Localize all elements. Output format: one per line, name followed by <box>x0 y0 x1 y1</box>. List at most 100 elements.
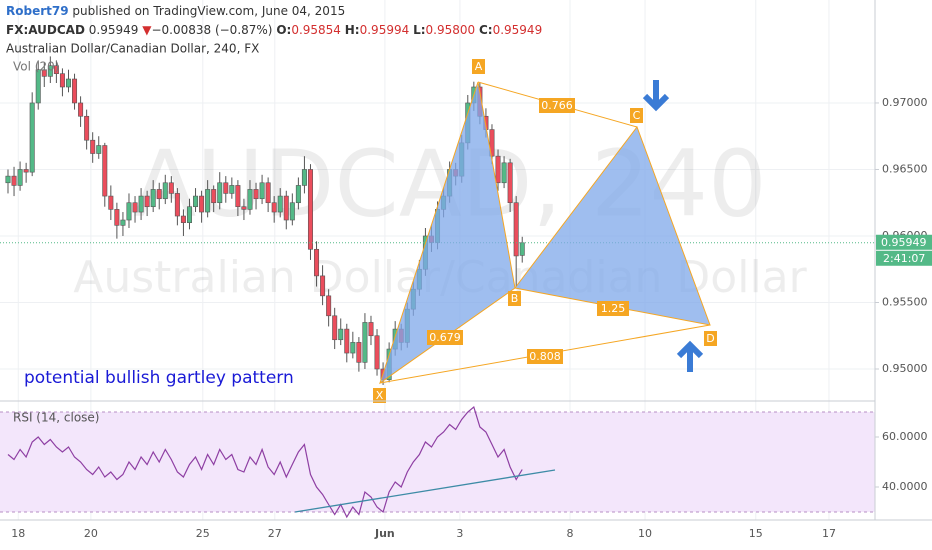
author: Robert79 <box>6 4 69 18</box>
x-tick-label: 10 <box>638 527 652 540</box>
candle-body <box>186 206 192 223</box>
point-label: B <box>511 292 519 305</box>
candle-body <box>84 115 90 141</box>
point-box <box>373 388 386 403</box>
x-tick-label: 8 <box>567 527 574 540</box>
x-tick-label: Jun <box>374 527 395 540</box>
x-tick-label: 20 <box>84 527 98 540</box>
point-box <box>704 331 717 346</box>
candle-body <box>338 328 344 341</box>
x-tick-label: 25 <box>196 527 210 540</box>
rsi-band-fill <box>0 412 875 512</box>
candle-body <box>253 189 259 200</box>
candle-body <box>205 189 211 213</box>
ratio-box <box>597 301 629 316</box>
candle-body <box>168 182 174 194</box>
countdown-tag <box>876 250 932 266</box>
ratio-label: 1.25 <box>601 302 626 315</box>
field-label: L: <box>413 23 425 37</box>
candle-body <box>241 206 247 210</box>
annotation: potential bullish gartley pattern <box>24 368 294 388</box>
candle-body <box>59 73 65 88</box>
candle-body <box>144 195 150 208</box>
point-label: D <box>706 332 714 345</box>
candle-body <box>374 335 380 370</box>
candle-body <box>53 65 59 74</box>
point-box <box>472 59 485 74</box>
price-tag-label: 0.95949 <box>881 236 927 249</box>
candle-body <box>271 202 277 213</box>
candle-body <box>301 169 307 186</box>
x-tick-label: 18 <box>11 527 25 540</box>
change-arrow: ▼ <box>142 23 152 37</box>
ratio-label: 0.808 <box>529 350 561 363</box>
candle-body <box>217 182 223 204</box>
candle-body <box>193 195 199 208</box>
candle-body <box>5 175 11 184</box>
field-label: H: <box>345 23 360 37</box>
candle-body <box>356 342 362 363</box>
ratio-box <box>527 349 563 364</box>
candle-body <box>65 78 71 88</box>
price-tag <box>876 234 932 250</box>
candle-body <box>132 202 138 213</box>
candle-body <box>289 202 295 221</box>
candle-body <box>72 78 78 104</box>
candle-body <box>29 102 35 173</box>
point-label: C <box>633 109 641 122</box>
x-tick-label: 27 <box>268 527 282 540</box>
candle-body <box>320 275 326 297</box>
candle-body <box>108 195 114 210</box>
point-box <box>630 108 643 123</box>
rsi-title: RSI (14, close) <box>13 411 99 425</box>
published: published on TradingView.com, June 04, 2… <box>72 4 345 18</box>
candle-body <box>495 155 501 184</box>
field-value: 0.95854 <box>291 23 341 37</box>
y-tick-label: 0.97000 <box>882 96 928 109</box>
point-label: X <box>376 389 384 402</box>
y-tick-label: 60.0000 <box>882 430 928 443</box>
candle-body <box>350 342 356 354</box>
rsi-trendline <box>294 469 556 513</box>
candle-body <box>150 189 156 208</box>
candle-body <box>138 195 144 213</box>
x-tick-label: 15 <box>749 527 763 540</box>
candle-body <box>307 169 313 250</box>
ratio-label: 0.766 <box>541 99 573 112</box>
candle-body <box>265 182 271 204</box>
candle-body <box>332 315 338 341</box>
candle-body <box>362 322 368 363</box>
symbol: FX:AUDCAD <box>6 23 85 37</box>
candle-body <box>259 182 265 200</box>
candle-body <box>47 65 53 77</box>
y-tick-label: 0.95500 <box>882 295 928 308</box>
candle-body <box>229 185 235 194</box>
field-label: C: <box>479 23 493 37</box>
gartley-pattern: A X B C D 0.766 0.679 0.808 1.25 <box>294 59 717 513</box>
candle-body <box>368 322 374 337</box>
candle-body <box>96 145 102 154</box>
candle-body <box>126 202 132 221</box>
chart-title: Australian Dollar/Canadian Dollar, 240, … <box>6 42 259 56</box>
down-arrow <box>642 80 670 112</box>
candle-body <box>17 169 23 186</box>
candle-body <box>277 195 283 213</box>
price: 0.95949 <box>89 23 139 37</box>
field-value: 0.95949 <box>493 23 543 37</box>
candle-body <box>235 185 241 208</box>
axes: 18202527Jun381015170.950000.955000.96000… <box>11 96 932 540</box>
header-line: Robert79 published on TradingView.com, J… <box>6 4 345 18</box>
point-box <box>508 291 521 306</box>
candle-body <box>120 219 126 226</box>
candle-body <box>314 248 320 277</box>
candle-body <box>41 69 47 77</box>
candle-body <box>501 162 507 184</box>
x-tick-label: 3 <box>456 527 463 540</box>
candle-body <box>211 189 217 204</box>
candle-body <box>90 139 96 154</box>
rsi-line <box>7 405 523 519</box>
candle-body <box>78 102 84 117</box>
candle-body <box>507 162 513 204</box>
ratio-label: 0.679 <box>429 331 461 344</box>
